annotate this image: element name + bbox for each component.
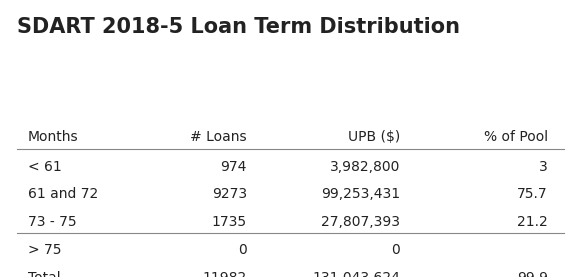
Text: 21.2: 21.2 xyxy=(517,215,548,229)
Text: 11982: 11982 xyxy=(203,271,247,277)
Text: 99,253,431: 99,253,431 xyxy=(321,188,400,201)
Text: < 61: < 61 xyxy=(28,160,62,174)
Text: 73 - 75: 73 - 75 xyxy=(28,215,77,229)
Text: % of Pool: % of Pool xyxy=(484,130,548,144)
Text: Months: Months xyxy=(28,130,79,144)
Text: 99.9: 99.9 xyxy=(517,271,548,277)
Text: 9273: 9273 xyxy=(212,188,247,201)
Text: 1735: 1735 xyxy=(212,215,247,229)
Text: 3: 3 xyxy=(539,160,548,174)
Text: SDART 2018-5 Loan Term Distribution: SDART 2018-5 Loan Term Distribution xyxy=(17,17,460,37)
Text: 3,982,800: 3,982,800 xyxy=(330,160,400,174)
Text: 0: 0 xyxy=(238,243,247,257)
Text: Total: Total xyxy=(28,271,60,277)
Text: > 75: > 75 xyxy=(28,243,62,257)
Text: 0: 0 xyxy=(392,243,400,257)
Text: 27,807,393: 27,807,393 xyxy=(321,215,400,229)
Text: 75.7: 75.7 xyxy=(517,188,548,201)
Text: 131,043,624: 131,043,624 xyxy=(312,271,400,277)
Text: # Loans: # Loans xyxy=(190,130,247,144)
Text: 974: 974 xyxy=(221,160,247,174)
Text: UPB ($): UPB ($) xyxy=(348,130,400,144)
Text: 61 and 72: 61 and 72 xyxy=(28,188,98,201)
